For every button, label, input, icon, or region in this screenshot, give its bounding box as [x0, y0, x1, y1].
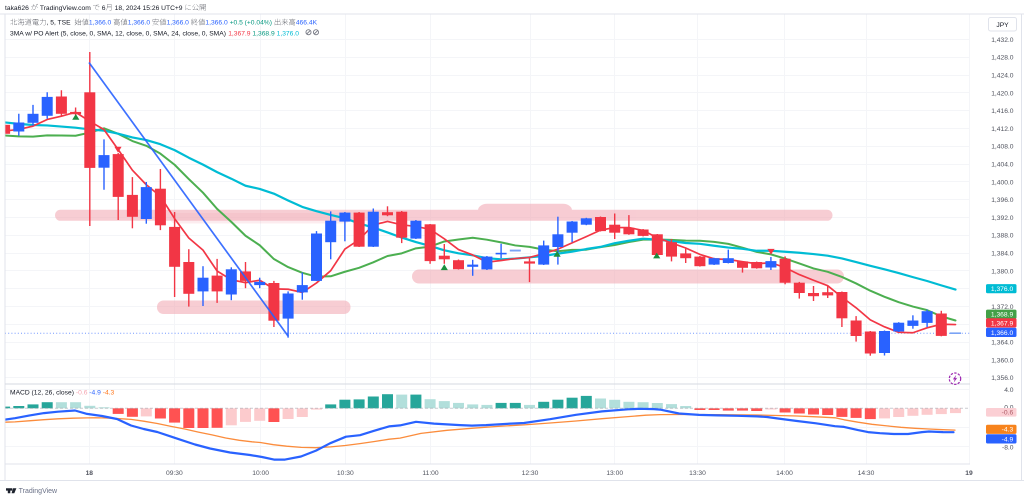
svg-text:1,367.9: 1,367.9 [991, 320, 1014, 327]
svg-text:1,368.9: 1,368.9 [991, 312, 1014, 319]
svg-text:TradingView: TradingView [19, 488, 58, 495]
svg-text:14:00: 14:00 [776, 470, 793, 477]
svg-text:-4.3: -4.3 [103, 390, 115, 397]
svg-text:1,380.0: 1,380.0 [991, 268, 1014, 275]
svg-text:-0.6: -0.6 [1002, 410, 1014, 417]
svg-text:1,372.0: 1,372.0 [991, 304, 1014, 311]
svg-text:1,376.0: 1,376.0 [991, 286, 1014, 293]
svg-text:1,408.0: 1,408.0 [991, 144, 1014, 151]
svg-text:6: 6 [102, 5, 106, 12]
svg-text:-4.3: -4.3 [1002, 427, 1014, 434]
svg-text:14:30: 14:30 [858, 470, 875, 477]
svg-text:1,384.0: 1,384.0 [991, 251, 1014, 258]
svg-text:11:00: 11:00 [422, 470, 439, 477]
svg-text:13:30: 13:30 [689, 470, 706, 477]
svg-text:18: 18 [86, 470, 94, 477]
svg-text:1,367.9: 1,367.9 [228, 30, 251, 37]
svg-text:1,416.0: 1,416.0 [991, 108, 1014, 115]
svg-text:19: 19 [965, 470, 973, 477]
svg-text:1,360.0: 1,360.0 [991, 357, 1014, 364]
svg-text:13:00: 13:00 [606, 470, 623, 477]
svg-text:1,366.0: 1,366.0 [128, 20, 151, 27]
svg-text:3MA w/ PO Alert (5, close, 0,: 3MA w/ PO Alert (5, close, 0, SMA, 12, c… [10, 30, 226, 37]
svg-text:1,392.0: 1,392.0 [991, 215, 1014, 222]
svg-text:1,432.0: 1,432.0 [991, 37, 1014, 44]
svg-text:1,376.0: 1,376.0 [277, 30, 300, 37]
svg-text:09:30: 09:30 [166, 470, 183, 477]
svg-text:1,366.0: 1,366.0 [89, 20, 112, 27]
svg-text:1,364.0: 1,364.0 [991, 340, 1014, 347]
svg-text:1,396.0: 1,396.0 [991, 197, 1014, 204]
svg-text:1,420.0: 1,420.0 [991, 90, 1014, 97]
svg-text:JPY: JPY [996, 22, 1009, 29]
svg-text:1,428.0: 1,428.0 [991, 55, 1014, 62]
svg-text:1,368.9: 1,368.9 [252, 30, 275, 37]
svg-text:466.4K: 466.4K [296, 20, 318, 27]
svg-text:taka626: taka626 [5, 5, 29, 12]
svg-text:10:00: 10:00 [252, 470, 269, 477]
svg-text:12:30: 12:30 [522, 470, 539, 477]
svg-text:1,366.0: 1,366.0 [205, 20, 228, 27]
svg-text:1,388.0: 1,388.0 [991, 233, 1014, 240]
svg-text:-4.9: -4.9 [89, 390, 101, 397]
svg-text:, 5, TSE: , 5, TSE [47, 20, 72, 27]
svg-text:1,366.0: 1,366.0 [167, 20, 190, 27]
svg-text:1,424.0: 1,424.0 [991, 73, 1014, 80]
svg-text:MACD (12, 26, close): MACD (12, 26, close) [10, 390, 74, 397]
svg-text:TradingView.com: TradingView.com [40, 5, 91, 12]
svg-text:-0.6: -0.6 [76, 390, 88, 397]
svg-text:1,412.0: 1,412.0 [991, 126, 1014, 133]
svg-text:1,366.0: 1,366.0 [991, 330, 1014, 337]
svg-text:4.0: 4.0 [1004, 387, 1014, 394]
svg-text:-4.9: -4.9 [1002, 436, 1014, 443]
svg-text:10:30: 10:30 [337, 470, 354, 477]
svg-text:-8.0: -8.0 [1002, 445, 1014, 452]
svg-text:1,400.0: 1,400.0 [991, 179, 1014, 186]
svg-text:18, 2024 15:26 UTC+9: 18, 2024 15:26 UTC+9 [115, 5, 183, 12]
svg-text:+0.5 (+0.04%): +0.5 (+0.04%) [230, 20, 272, 27]
svg-text:1,404.0: 1,404.0 [991, 162, 1014, 169]
svg-text:1,356.0: 1,356.0 [991, 375, 1014, 382]
